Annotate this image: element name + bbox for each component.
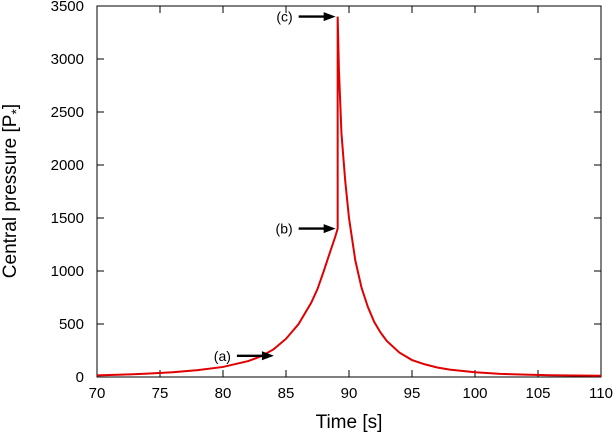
y-tick-label-5: 2500 — [51, 104, 84, 121]
annotations: (a) (b) (c) — [214, 9, 336, 364]
x-tick-label-4: 90 — [341, 385, 358, 402]
y-tick-label-4: 2000 — [51, 157, 84, 174]
annotation-arrow-head-2 — [323, 12, 336, 22]
pressure-series-line — [96, 16, 602, 377]
annotation-label-1: (b) — [276, 221, 293, 237]
x-tick-label-2: 80 — [215, 385, 232, 402]
x-tick-label-6: 100 — [462, 385, 487, 402]
x-tick-label-7: 105 — [525, 385, 550, 402]
x-tick-label-8: 110 — [589, 385, 613, 402]
annotation-label-2: (c) — [276, 9, 292, 25]
x-tick-label-3: 85 — [278, 385, 295, 402]
y-axis-title-close: ] — [0, 104, 21, 109]
x-tick-label-5: 95 — [404, 385, 421, 402]
y-tick-label-7: 3500 — [51, 0, 84, 15]
plot-frame — [96, 5, 602, 378]
y-tick-label-1: 500 — [59, 316, 84, 333]
x-tick-label-1: 75 — [152, 385, 169, 402]
y-tick-label-6: 3000 — [51, 51, 84, 68]
axis-ticks — [96, 5, 602, 378]
tick-labels: 70 75 80 85 90 95 100 105 110 0 500 1000 1500 2000 250… — [51, 0, 613, 402]
x-axis-title: Time [s] — [316, 412, 383, 433]
annotation-arrow-head-1 — [323, 224, 336, 234]
y-tick-label-3: 1500 — [51, 210, 84, 227]
y-tick-label-0: 0 — [76, 369, 84, 386]
y-axis-title: Central pressure [P*] — [0, 104, 24, 278]
annotation-arrow-head-0 — [261, 351, 274, 361]
y-axis-title-main: Central pressure [P — [0, 115, 21, 279]
annotation-label-0: (a) — [214, 348, 231, 364]
x-tick-label-0: 70 — [89, 385, 106, 402]
y-axis-title-subscript: * — [8, 109, 24, 115]
y-tick-label-2: 1000 — [51, 263, 84, 280]
